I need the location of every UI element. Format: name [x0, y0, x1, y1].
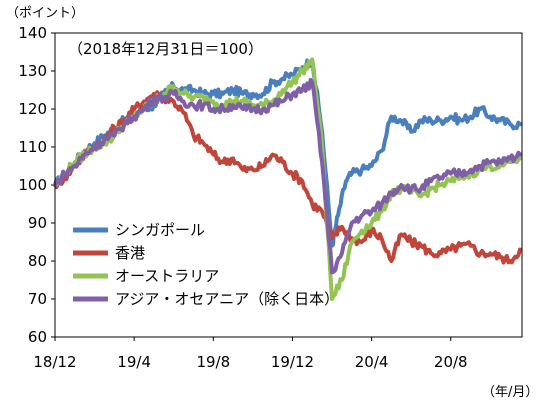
plot-frame: [54, 32, 523, 338]
x-axis-unit-label: （年/月）: [482, 385, 538, 400]
y-tick-label: 80: [28, 252, 47, 270]
y-tick-label: 100: [18, 176, 47, 194]
y-axis-ticks: 60 70 80 90 100 110 120 130 140: [18, 24, 55, 346]
series-line: [53, 90, 522, 265]
y-tick-label: 110: [18, 138, 47, 156]
legend-label: 香港: [115, 244, 145, 262]
legend-label: シンガポール: [115, 221, 205, 239]
legend-label: オーストラリア: [115, 267, 219, 285]
base-date-annotation: （2018年12月31日＝100）: [68, 40, 263, 58]
x-tick-label: 19/12: [271, 353, 314, 371]
y-tick-label: 60: [28, 328, 47, 346]
y-tick-label: 140: [18, 24, 47, 42]
y-axis-unit-label: （ポイント）: [6, 6, 84, 21]
y-tick-label: 70: [28, 290, 47, 308]
series-lines: [53, 57, 522, 301]
series-line: [53, 77, 522, 275]
x-tick-label: 19/8: [196, 353, 230, 371]
y-tick-label: 130: [18, 62, 47, 80]
x-tick-label: 20/4: [355, 353, 389, 371]
x-tick-label: 20/8: [434, 353, 468, 371]
y-tick-label: 90: [28, 214, 47, 232]
x-axis-ticks: 18/12 19/4 19/8 19/12 20/4 20/8: [33, 337, 468, 371]
x-tick-label: 18/12: [33, 353, 76, 371]
y-tick-label: 120: [18, 100, 47, 118]
x-tick-label: 19/4: [117, 353, 151, 371]
legend-label: アジア・オセアニア（除く日本）: [115, 290, 339, 308]
